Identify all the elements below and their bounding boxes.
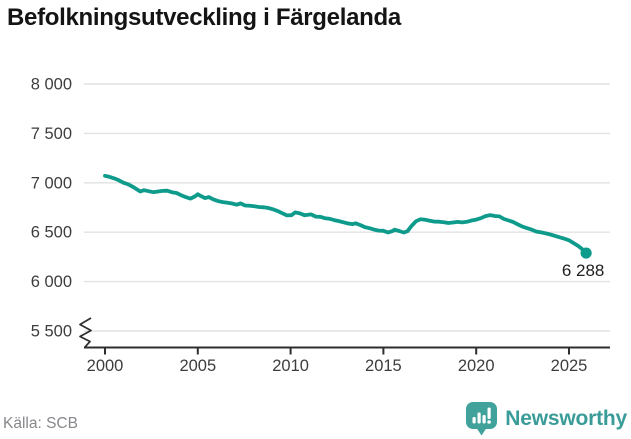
y-tick-label: 6 000 <box>31 273 72 291</box>
x-tick-label: 2025 <box>551 357 588 375</box>
population-line <box>103 173 588 256</box>
y-tick-label: 5 500 <box>31 323 72 341</box>
x-tick-label: 2020 <box>458 357 495 375</box>
chart-title: Befolkningsutveckling i Färgelanda <box>7 4 401 31</box>
y-tick-label: 8 000 <box>31 76 72 94</box>
y-tick-label: 7 500 <box>31 125 72 143</box>
x-tick-label: 2010 <box>272 357 309 375</box>
last-value-label: 6 288 <box>562 261 605 280</box>
population-line-chart: 6 288 2000 2005 2010 2015 2020 2025 5 500 6 000 6… <box>31 76 610 375</box>
x-tick-label: 2000 <box>87 357 124 375</box>
x-tick-label: 2005 <box>179 357 216 375</box>
source-label: Källa: SCB <box>3 415 78 432</box>
y-tick-label: 6 500 <box>31 224 72 242</box>
y-tick-label: 7 000 <box>31 174 72 192</box>
newsworthy-brand[interactable]: Newsworthy <box>466 402 627 436</box>
last-point-marker <box>580 247 592 259</box>
y-axis-break-icon <box>79 317 92 348</box>
brand-wordmark: Newsworthy <box>505 407 627 430</box>
newsworthy-logo-icon <box>466 402 498 436</box>
x-tick-label: 2015 <box>365 357 402 375</box>
